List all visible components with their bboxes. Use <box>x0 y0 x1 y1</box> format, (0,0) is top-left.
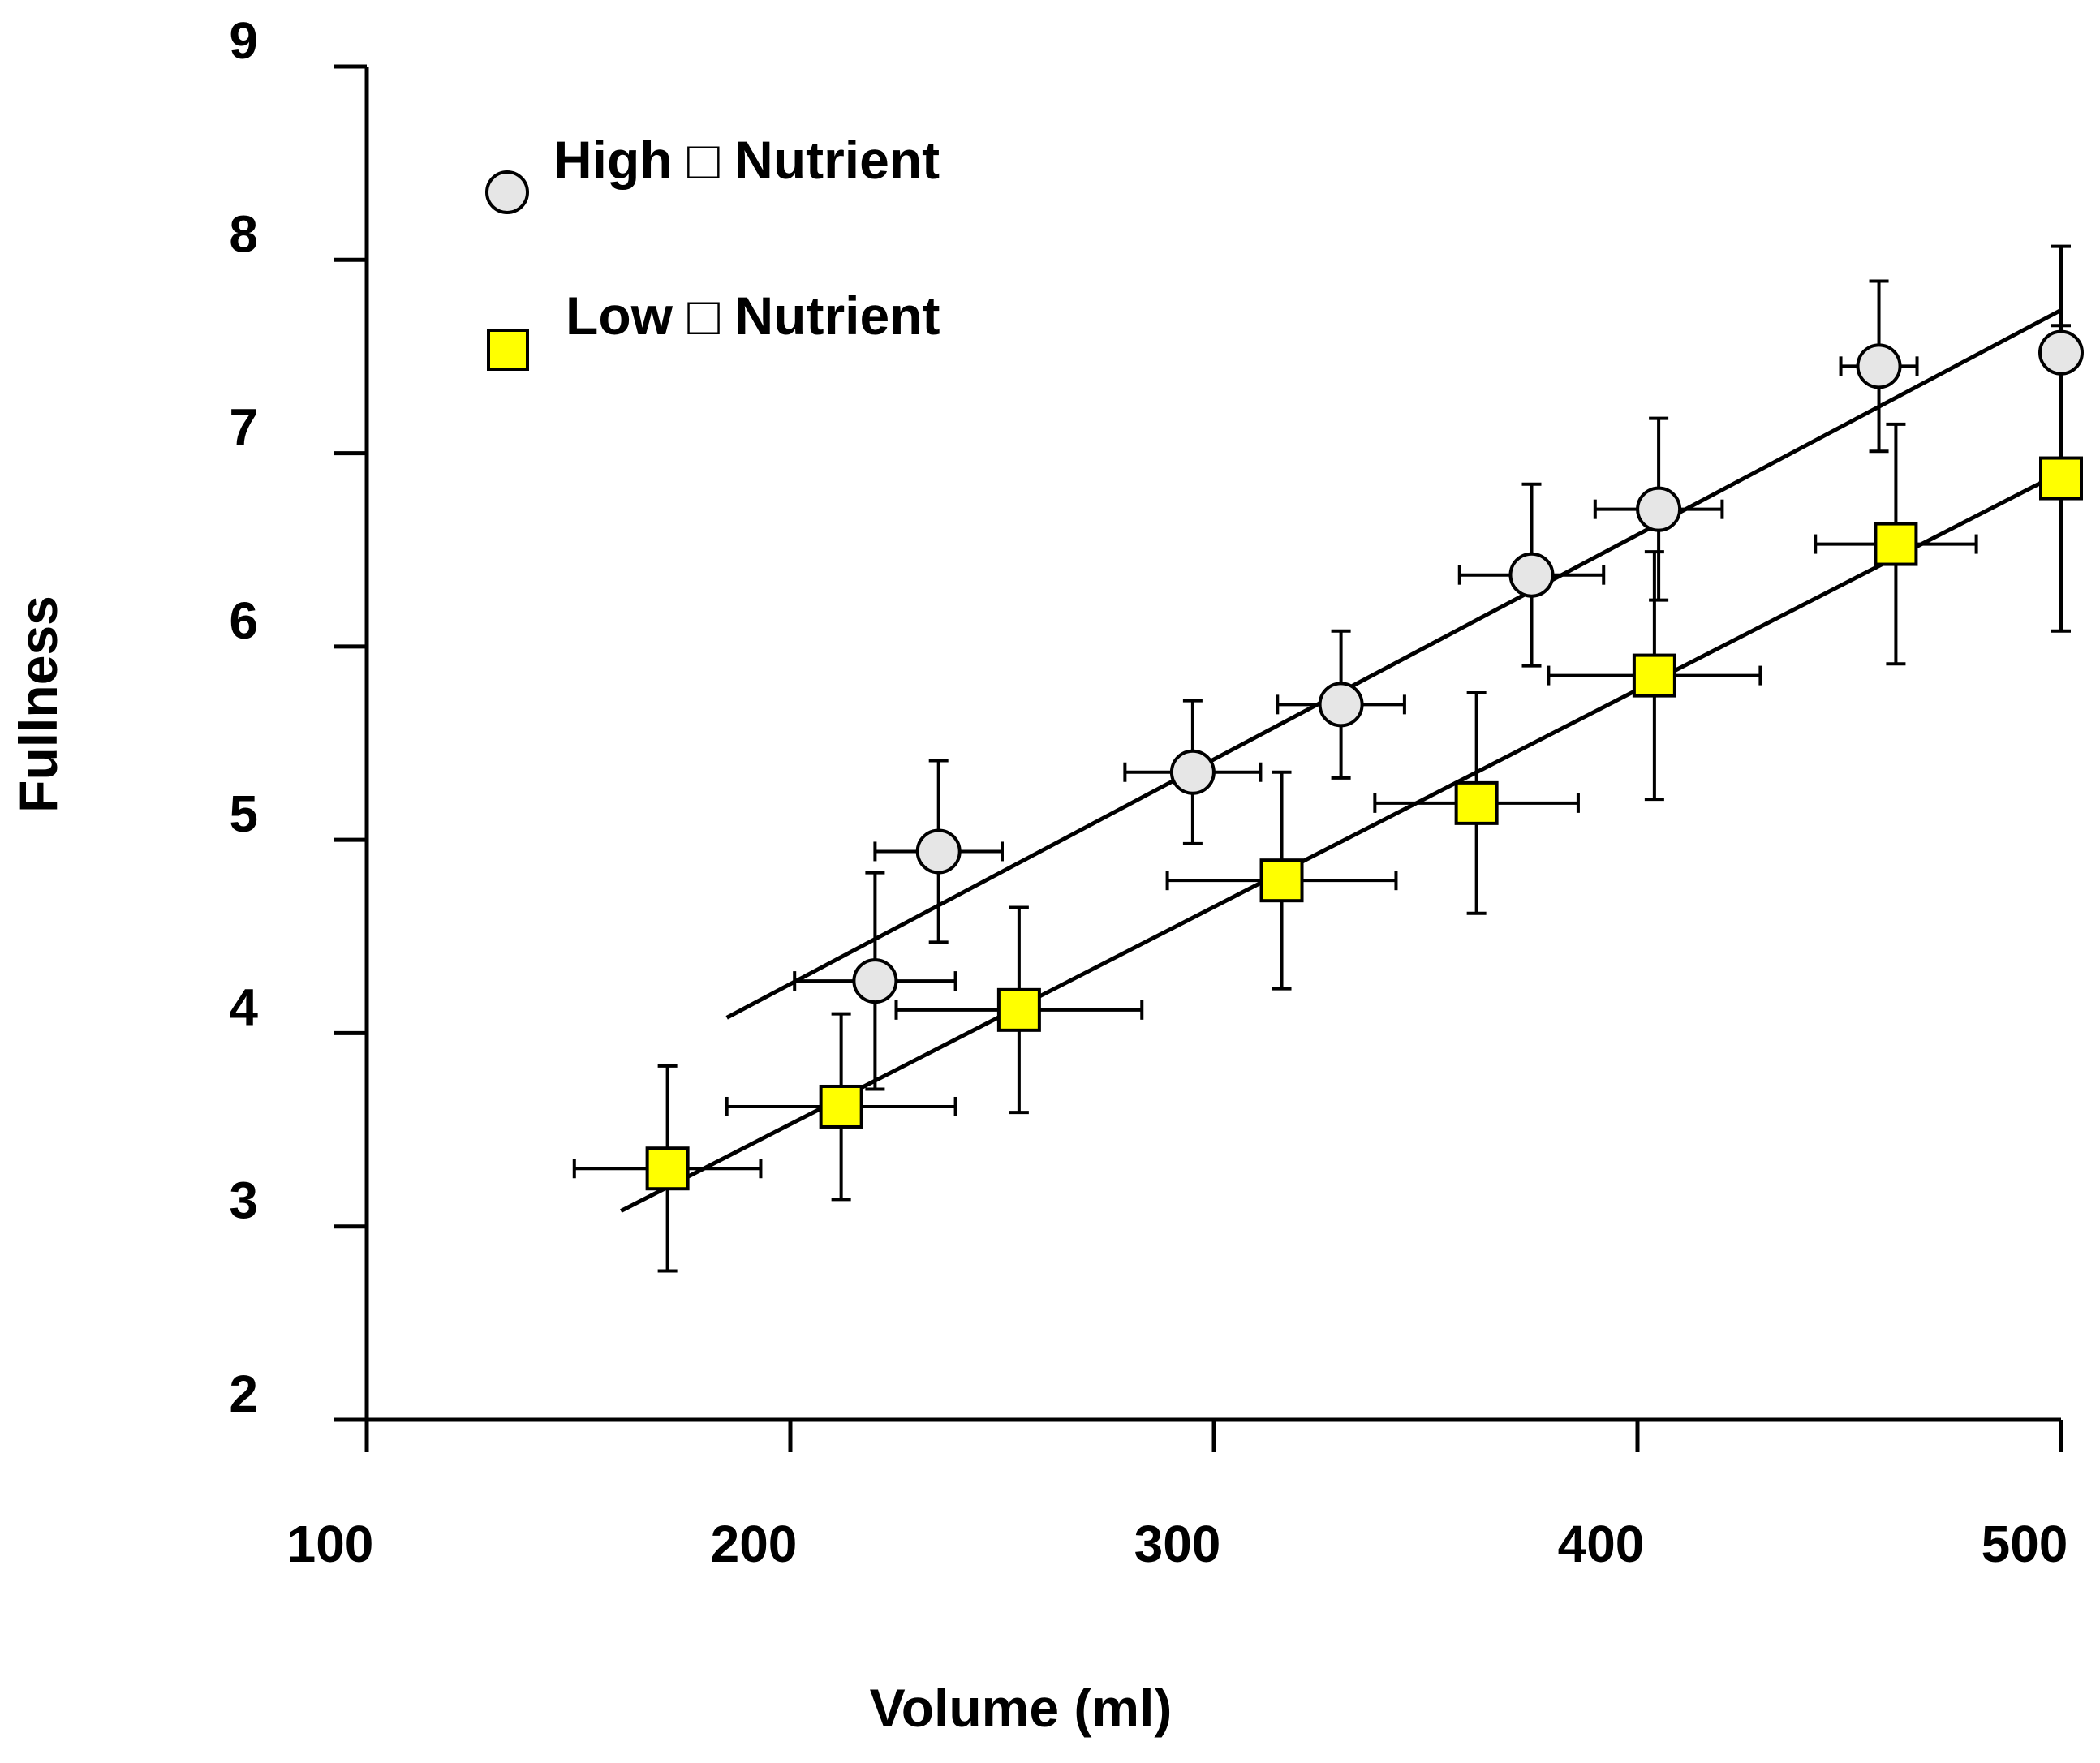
x-tick-label: 300 <box>1134 1515 1221 1573</box>
low-nutrient-point <box>1259 858 1304 903</box>
low-nutrient-point <box>1632 653 1676 698</box>
y-tick-label: 2 <box>229 1365 258 1423</box>
high-nutrient-point <box>852 958 898 1004</box>
y-tick-label: 8 <box>229 204 258 263</box>
x-ticks: 100 200 300 400 500 <box>287 1420 2068 1573</box>
low-nutrient-point <box>819 1084 863 1129</box>
error-bars <box>572 244 2076 1273</box>
y-tick-label: 7 <box>229 398 258 457</box>
high-nutrient-point <box>2038 329 2084 376</box>
markers <box>645 329 2084 1191</box>
y-axis-title: Fullness <box>8 596 68 813</box>
legend-high-marker-icon <box>485 170 529 214</box>
x-tick-label: 100 <box>287 1515 374 1573</box>
low-nutrient-point <box>996 987 1041 1032</box>
low-nutrient-point <box>2039 456 2083 501</box>
x-tick-label: 400 <box>1558 1515 1645 1573</box>
legend: High □ Nutrient Low □ Nutrient <box>485 130 940 371</box>
y-tick-label: 9 <box>229 11 258 70</box>
high-nutrient-point <box>1636 486 1682 532</box>
low-nutrient-point <box>1454 780 1499 825</box>
x-tick-label: 200 <box>711 1515 798 1573</box>
high-nutrient-point <box>1856 343 1902 389</box>
y-ticks: 2 3 4 5 6 7 8 9 <box>229 11 367 1423</box>
legend-low-marker-icon <box>487 329 529 371</box>
y-tick-label: 3 <box>229 1172 258 1230</box>
low-nutrient-point <box>1874 522 1918 566</box>
y-tick-label: 5 <box>229 785 258 843</box>
low-nutrient-point <box>645 1146 690 1191</box>
high-nutrient-point <box>1169 749 1216 795</box>
x-axis-title: Volume (ml) <box>870 1678 1173 1738</box>
y-tick-label: 6 <box>229 591 258 650</box>
legend-low-label: Low □ Nutrient <box>566 286 940 346</box>
axes <box>334 67 2061 1422</box>
legend-high-label: High □ Nutrient <box>553 130 940 190</box>
high-nutrient-point <box>915 828 962 875</box>
high-nutrient-point <box>1508 552 1555 598</box>
x-tick-label: 500 <box>1982 1515 2068 1573</box>
y-tick-label: 4 <box>229 978 258 1036</box>
high-nutrient-trendline <box>725 308 2063 1020</box>
high-nutrient-point <box>1318 682 1364 728</box>
